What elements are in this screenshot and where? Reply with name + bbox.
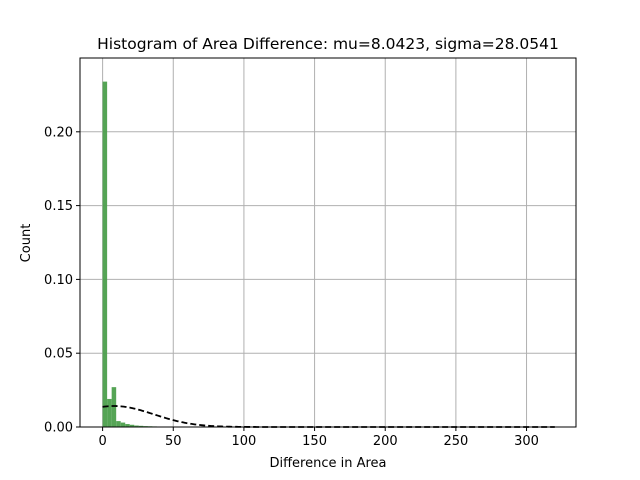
x-axis-label: Difference in Area (269, 456, 386, 471)
x-axis-ticks: 0 50 100 150 200 250 300 (98, 427, 539, 449)
x-tick-label: 150 (302, 434, 327, 449)
y-tick-label: 0.10 (44, 273, 73, 288)
grid-lines (80, 58, 576, 428)
histogram-bar (125, 424, 130, 427)
histogram-bar (111, 387, 117, 427)
x-tick-label: 50 (165, 434, 182, 449)
x-tick-label: 100 (232, 434, 257, 449)
y-axis-ticks: 0.00 0.05 0.10 0.15 0.20 (44, 125, 80, 436)
chart-title: Histogram of Area Difference: mu=8.0423,… (97, 35, 559, 53)
x-tick-label: 300 (514, 434, 539, 449)
histogram-bar (120, 422, 126, 427)
y-tick-label: 0.20 (44, 125, 73, 140)
histogram-bar (134, 425, 139, 427)
plot-area-frame (79, 57, 577, 428)
x-tick-label: 200 (373, 434, 398, 449)
y-axis-label: Count (19, 224, 34, 263)
y-tick-label: 0.00 (44, 421, 73, 436)
y-tick-label: 0.15 (44, 199, 73, 214)
histogram-bar (107, 398, 112, 427)
y-tick-label: 0.05 (44, 347, 73, 362)
histogram-bar (116, 421, 121, 427)
histogram-bar (129, 424, 135, 427)
histogram-bar (138, 425, 144, 427)
histogram-bar (102, 81, 108, 427)
x-tick-label: 0 (98, 434, 106, 449)
x-tick-label: 250 (443, 434, 468, 449)
